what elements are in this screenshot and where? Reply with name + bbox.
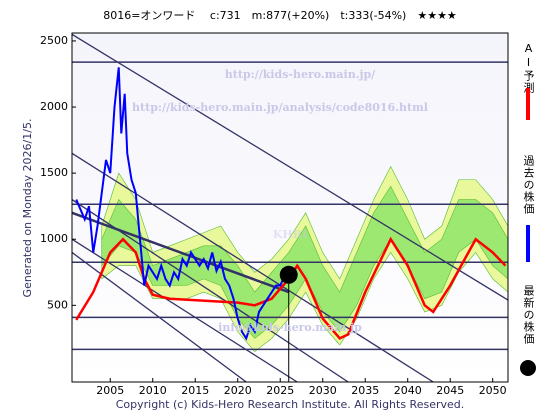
trend-line <box>72 33 508 301</box>
x-tick-label: 2005 <box>96 384 124 397</box>
y-tick-label: 1000 <box>40 232 68 245</box>
legend-swatch <box>520 360 536 376</box>
x-tick-label: 2015 <box>181 384 209 397</box>
x-tick-label: 2035 <box>351 384 379 397</box>
watermark: KHRI <box>273 228 307 241</box>
plot-bg <box>72 33 508 382</box>
y-tick-label: 500 <box>47 298 68 311</box>
y-tick-label: 2500 <box>40 34 68 47</box>
footer: Copyright (c) Kids-Hero Research Institu… <box>116 398 465 411</box>
watermark: http://kids-hero.main.jp/ <box>225 68 376 81</box>
trend-line <box>72 211 290 294</box>
legend-label: 過去の株価 <box>522 155 535 215</box>
y-tick-label: 2000 <box>40 100 68 113</box>
x-tick-label: 2025 <box>266 384 294 397</box>
trend-line <box>72 152 434 382</box>
trend-line <box>72 238 298 382</box>
watermark: info@kids-hero.main.jp <box>218 321 362 334</box>
x-tick-label: 2050 <box>479 384 507 397</box>
x-tick-label: 2020 <box>224 384 252 397</box>
plot <box>72 33 508 382</box>
legend-label: AI予測 <box>522 42 535 94</box>
plot-frame <box>71 32 509 383</box>
legend-label: 最新の株価 <box>522 285 535 345</box>
x-tick-label: 2045 <box>436 384 464 397</box>
x-tick-label: 2010 <box>139 384 167 397</box>
side-note: Generated on Monday 2026/1/5. <box>21 119 34 298</box>
y-tick-label: 1500 <box>40 166 68 179</box>
current-price <box>279 265 298 284</box>
chart-title: 8016=オンワード c:731 m:877(+20%) t:333(-54%)… <box>103 9 457 22</box>
x-tick-label: 2030 <box>309 384 337 397</box>
price-line <box>75 67 290 341</box>
watermark: http://kids-hero.main.jp/analysis/code80… <box>132 101 428 114</box>
price-line <box>75 236 507 340</box>
x-tick-label: 2040 <box>394 384 422 397</box>
